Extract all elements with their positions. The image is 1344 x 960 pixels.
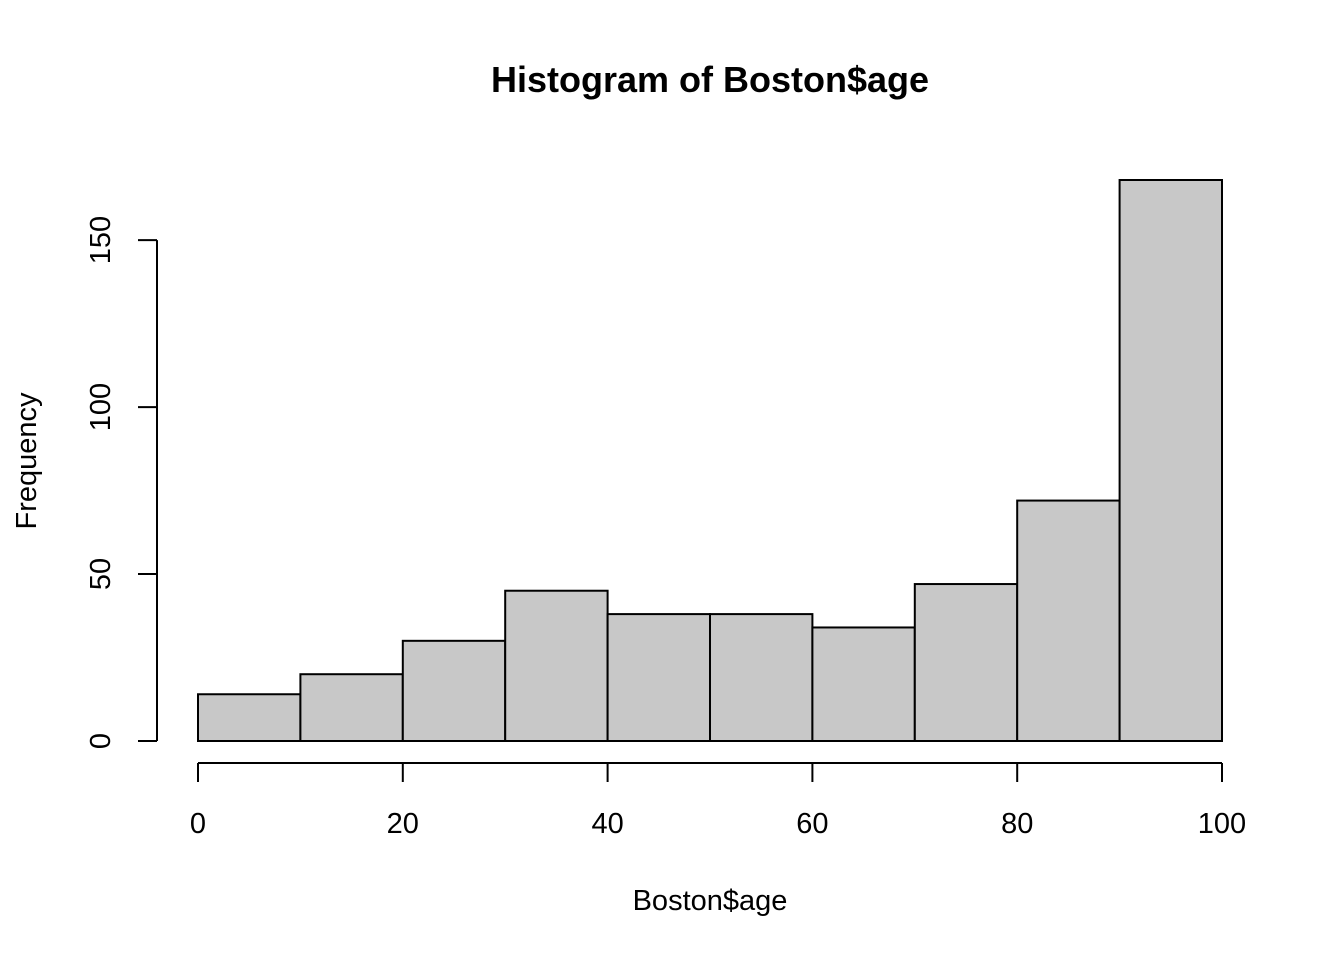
y-tick-label-2: 100 — [85, 383, 117, 431]
histogram-bar-0 — [197, 693, 302, 742]
x-tick-label-5: 100 — [1198, 808, 1246, 840]
histogram-bar-4 — [606, 613, 711, 742]
x-tick-label-3: 60 — [796, 808, 828, 840]
x-tick-label-0: 0 — [190, 808, 206, 840]
y-tick-label-0: 0 — [85, 733, 117, 749]
histogram-bar-8 — [1016, 499, 1121, 743]
y-tick-label-3: 150 — [85, 216, 117, 264]
histogram-bar-9 — [1118, 179, 1223, 742]
histogram-bar-7 — [913, 583, 1019, 743]
x-tick-label-2: 40 — [591, 808, 623, 840]
x-axis: 0 20 40 60 80 100 — [190, 762, 1246, 840]
bars-group — [197, 179, 1223, 743]
histogram-bar-1 — [299, 673, 404, 743]
histogram-bar-2 — [401, 639, 507, 742]
x-tick-label-1: 20 — [387, 808, 419, 840]
histogram-bar-3 — [504, 589, 609, 742]
histogram-bar-5 — [709, 613, 814, 742]
x-tick-label-4: 80 — [1001, 808, 1033, 840]
y-axis-label: Frequency — [11, 392, 43, 530]
histogram-bar-6 — [811, 626, 916, 743]
chart-title: Histogram of Boston$age — [491, 59, 929, 100]
y-tick-label-1: 50 — [85, 558, 117, 590]
x-axis-label: Boston$age — [633, 885, 788, 917]
y-axis: 0 50 100 150 — [85, 216, 158, 749]
